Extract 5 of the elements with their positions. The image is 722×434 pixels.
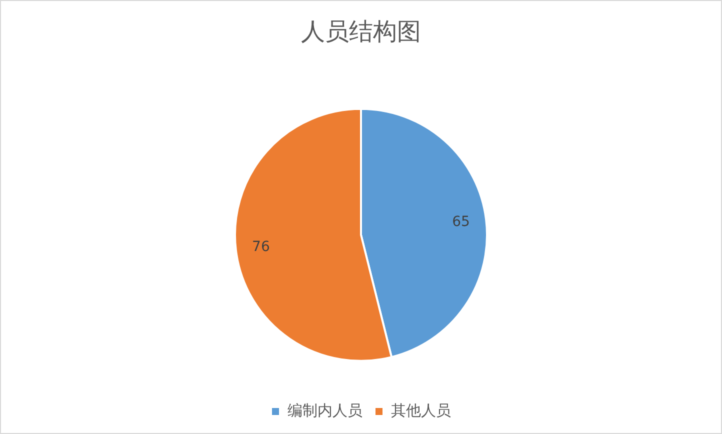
legend-label: 编制内人员 bbox=[288, 401, 362, 420]
legend-label: 其他人员 bbox=[391, 401, 451, 420]
data-label: 76 bbox=[252, 238, 270, 255]
chart-title: 人员结构图 bbox=[301, 18, 421, 46]
data-label: 65 bbox=[452, 214, 470, 230]
